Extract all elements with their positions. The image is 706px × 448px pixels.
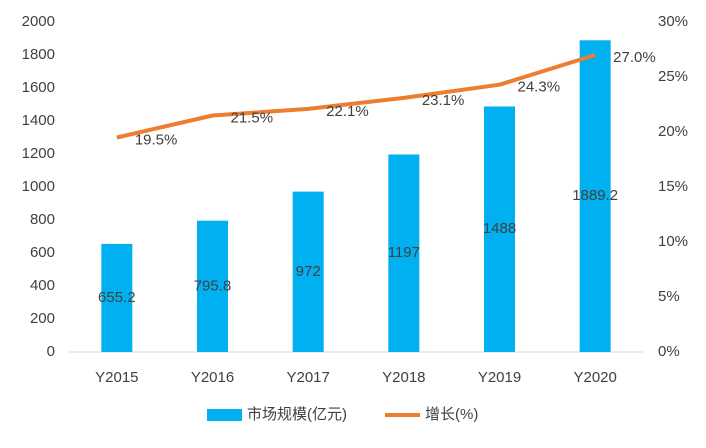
x-tick-label: Y2018 [382, 369, 425, 386]
x-tick-label: Y2015 [95, 369, 138, 386]
y-tick-label: 200 [30, 310, 55, 327]
y-tick-label: 1400 [22, 112, 55, 129]
bar [101, 243, 133, 352]
y2-tick-label: 30% [658, 13, 688, 30]
bar [197, 220, 228, 352]
y-tick-label: 1000 [22, 178, 55, 195]
x-tick-label: Y2020 [573, 369, 616, 386]
legend-label: 市场规模(亿元) [247, 406, 347, 423]
line [116, 53, 596, 140]
y-tick-label: 1800 [22, 46, 55, 63]
y-tick-label: 0 [47, 343, 55, 360]
bar-value-label: 1889.2 [572, 187, 618, 204]
bar-value-label: 972 [296, 263, 321, 280]
bar-value-label: 655.2 [98, 289, 136, 306]
y2-tick-label: 5% [658, 288, 680, 305]
line-value-label: 24.3% [518, 79, 561, 96]
bar [484, 106, 515, 352]
line-value-label: 23.1% [422, 92, 465, 109]
bar [292, 191, 324, 352]
line-value-label: 19.5% [135, 131, 178, 148]
bar-value-label: 795.8 [194, 277, 232, 294]
legend-swatch [207, 409, 242, 421]
line-value-label: 22.1% [326, 103, 369, 120]
y2-tick-label: 25% [658, 68, 688, 85]
y-tick-label: 2000 [22, 13, 55, 30]
y-tick-label: 1600 [22, 79, 55, 96]
x-tick-label: Y2019 [478, 369, 521, 386]
line-value-label: 27.0% [613, 49, 656, 66]
y2-tick-label: 15% [658, 178, 688, 195]
y2-tick-label: 20% [658, 123, 688, 140]
y-tick-label: 600 [30, 244, 55, 261]
bar-value-label: 1197 [388, 244, 420, 261]
bar [579, 40, 611, 352]
y-tick-label: 400 [30, 277, 55, 294]
y2-tick-label: 10% [658, 233, 688, 250]
bar-value-label: 1488 [483, 220, 516, 237]
line-value-label: 21.5% [231, 109, 274, 126]
x-tick-label: Y2016 [191, 369, 234, 386]
y2-tick-label: 0% [658, 343, 680, 360]
legend-label: 增长(%) [425, 406, 478, 423]
bar [388, 154, 420, 352]
y-tick-label: 1200 [22, 145, 55, 162]
y-tick-label: 800 [30, 211, 55, 228]
x-tick-label: Y2017 [286, 369, 329, 386]
